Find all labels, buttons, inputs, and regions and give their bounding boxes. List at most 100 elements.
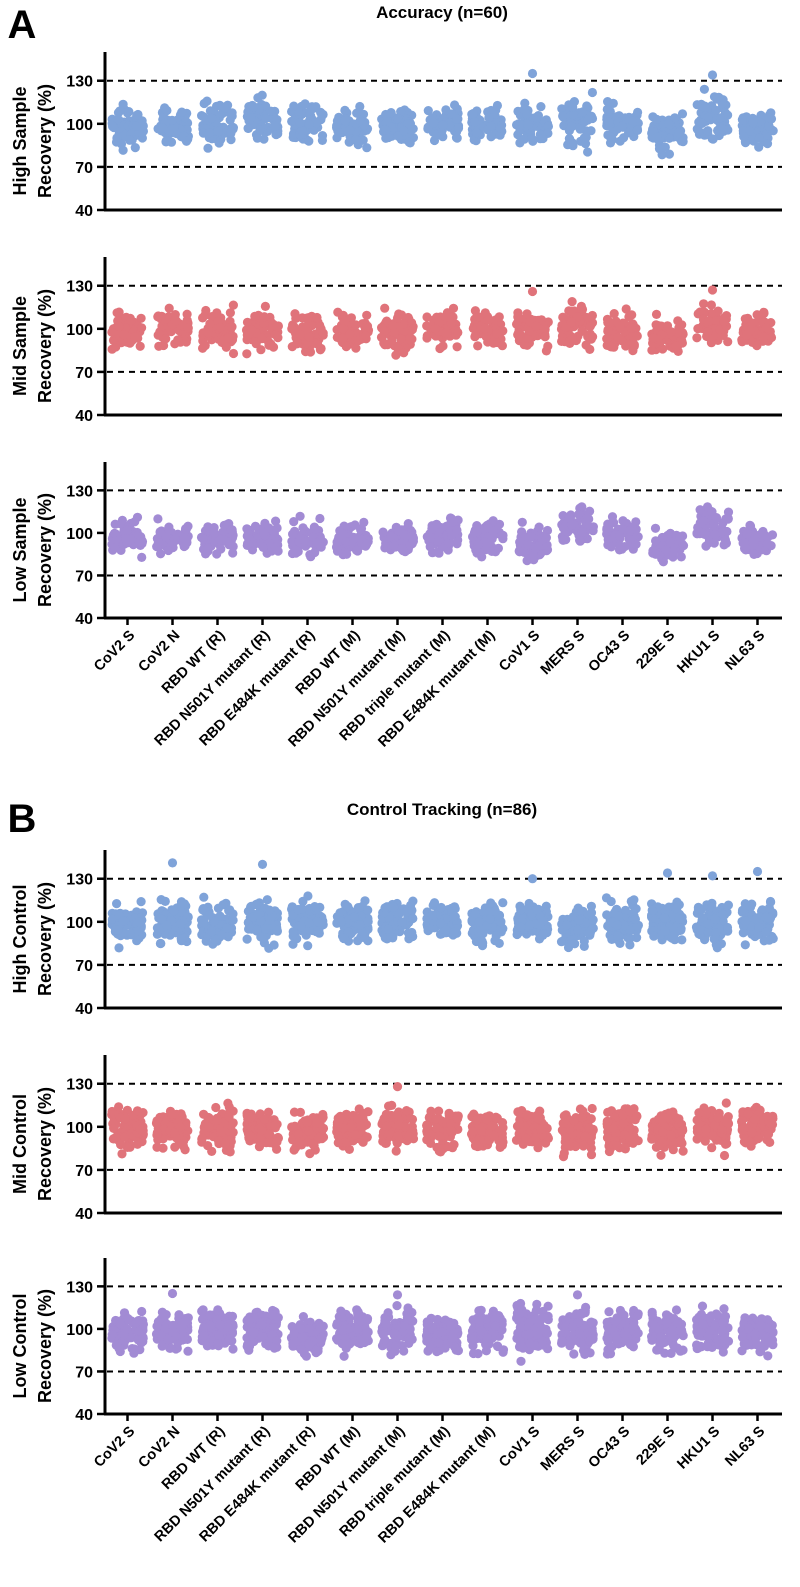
data-point	[109, 1123, 119, 1133]
data-point	[136, 897, 146, 907]
y-tick-label: 40	[75, 1001, 93, 1018]
data-point	[255, 125, 265, 135]
data-point	[605, 132, 615, 142]
data-point	[203, 328, 213, 338]
data-point	[470, 117, 480, 127]
data-point	[354, 903, 364, 913]
x-tick-label-group: CoV1 S	[496, 627, 543, 674]
data-point	[211, 1102, 221, 1113]
data-point	[674, 914, 684, 924]
data-point	[386, 108, 396, 118]
data-point	[333, 1138, 343, 1148]
data-point	[568, 102, 578, 112]
data-point	[453, 327, 463, 338]
data-point	[523, 119, 533, 130]
data-point	[621, 304, 631, 314]
data-point	[473, 312, 483, 322]
data-point	[362, 143, 372, 153]
data-point	[199, 914, 209, 924]
data-point	[221, 342, 231, 352]
data-point	[270, 330, 280, 340]
data-point	[452, 342, 462, 352]
data-point	[203, 543, 213, 553]
data-point	[494, 312, 504, 322]
data-point	[335, 908, 345, 918]
data-point	[758, 332, 769, 342]
data-point	[161, 532, 171, 542]
data-point	[260, 301, 270, 311]
data-point	[588, 332, 598, 342]
data-point	[113, 925, 123, 935]
data-point	[474, 917, 484, 927]
data-point	[338, 324, 348, 334]
data-point	[361, 331, 371, 341]
data-point	[312, 312, 322, 323]
data-point	[602, 104, 612, 114]
data-point	[287, 324, 297, 334]
y-axis-label: Low Sample Recovery (%)	[10, 493, 55, 607]
panel-title: Accuracy (n=60)	[376, 3, 508, 22]
y-axis-label: High Sample Recovery (%)	[10, 84, 55, 198]
data-point	[198, 534, 208, 544]
data-point	[422, 1128, 432, 1138]
data-point	[349, 912, 359, 922]
data-point	[399, 348, 409, 358]
data-point	[676, 925, 686, 935]
y-tick-label: 40	[75, 1206, 93, 1223]
data-point-outlier	[662, 868, 673, 878]
data-point	[135, 341, 145, 351]
y-axis-label: Mid Control Recovery (%)	[10, 1087, 55, 1201]
data-point	[751, 914, 761, 924]
data-point	[126, 315, 136, 326]
data-point	[243, 123, 253, 133]
data-point	[658, 344, 668, 354]
data-point	[524, 326, 534, 336]
data-point	[177, 107, 187, 117]
data-point	[287, 116, 297, 126]
data-point	[396, 334, 406, 344]
data-point	[570, 939, 580, 949]
data-point	[764, 903, 775, 913]
data-point	[316, 542, 326, 552]
data-point	[258, 542, 268, 553]
data-point	[209, 916, 220, 927]
data-point	[740, 314, 750, 324]
data-point	[448, 303, 459, 313]
data-point	[714, 92, 724, 102]
data-point	[452, 525, 462, 535]
data-point	[670, 113, 680, 123]
data-point	[391, 1146, 401, 1156]
data-point	[227, 525, 237, 535]
data-point	[205, 106, 215, 116]
data-point	[226, 135, 236, 145]
data-point	[131, 121, 141, 131]
panel-letter: A	[8, 3, 37, 47]
data-point	[245, 1131, 255, 1141]
panel-letter: B	[8, 797, 37, 841]
data-point	[202, 96, 212, 106]
x-tick-label: NL63 S	[722, 627, 768, 673]
data-point	[629, 895, 639, 905]
data-point-outlier	[392, 1082, 403, 1092]
data-point	[176, 934, 186, 944]
data-point	[338, 333, 348, 343]
data-point	[225, 308, 235, 318]
data-point	[408, 913, 418, 924]
data-point	[531, 321, 541, 331]
data-point	[183, 323, 193, 333]
data-point	[706, 300, 717, 310]
data-point	[256, 345, 266, 355]
data-point	[626, 323, 636, 333]
data-point	[253, 910, 263, 920]
data-point	[199, 892, 209, 902]
data-point	[615, 322, 625, 332]
data-point	[220, 1138, 230, 1148]
data-point	[652, 114, 662, 124]
data-point	[246, 113, 256, 123]
data-point	[749, 534, 760, 544]
data-point	[703, 327, 713, 337]
data-point	[752, 341, 762, 351]
data-point	[647, 905, 657, 915]
data-point	[650, 523, 661, 533]
data-point	[404, 928, 414, 939]
